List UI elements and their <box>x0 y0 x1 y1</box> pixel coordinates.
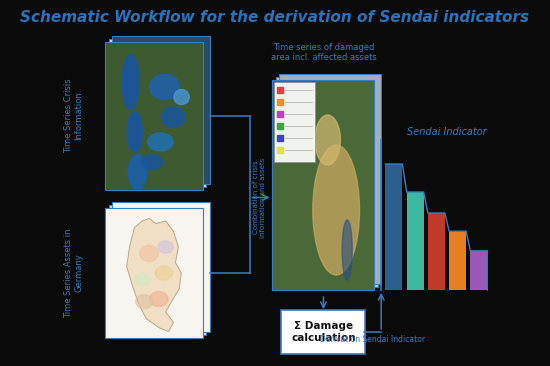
Bar <box>108 39 206 187</box>
Text: Sendai Indicator: Sendai Indicator <box>407 127 487 137</box>
Ellipse shape <box>155 266 172 280</box>
Bar <box>112 36 210 184</box>
Ellipse shape <box>147 133 173 151</box>
Ellipse shape <box>342 220 353 280</box>
Ellipse shape <box>158 241 173 253</box>
Ellipse shape <box>141 154 162 169</box>
Bar <box>105 42 203 190</box>
Ellipse shape <box>136 295 153 309</box>
Ellipse shape <box>127 112 142 152</box>
Bar <box>274 82 315 162</box>
Bar <box>277 87 283 93</box>
Ellipse shape <box>313 145 360 275</box>
Bar <box>277 147 283 153</box>
Bar <box>277 135 283 141</box>
Bar <box>105 42 203 190</box>
Ellipse shape <box>122 55 139 109</box>
Polygon shape <box>126 219 182 332</box>
FancyBboxPatch shape <box>282 310 365 354</box>
Bar <box>277 99 283 105</box>
Bar <box>272 80 375 290</box>
Bar <box>108 205 206 335</box>
Bar <box>386 164 403 290</box>
Bar <box>105 208 203 338</box>
Bar <box>449 231 466 290</box>
Text: Σ Damage
calculation: Σ Damage calculation <box>291 321 356 343</box>
Ellipse shape <box>161 107 185 127</box>
Text: Time Series Assets in
Germany: Time Series Assets in Germany <box>64 228 84 318</box>
Bar <box>112 202 210 332</box>
Bar <box>272 80 375 290</box>
Ellipse shape <box>135 273 150 285</box>
Bar <box>277 123 283 129</box>
Text: Time Series Crisis
Information: Time Series Crisis Information <box>64 79 84 153</box>
Text: Derivation Sendai Indicator: Derivation Sendai Indicator <box>320 335 425 344</box>
Ellipse shape <box>315 115 340 165</box>
Bar <box>276 77 378 287</box>
Text: Time series of damaged
area incl. affected assets: Time series of damaged area incl. affect… <box>271 42 376 62</box>
Bar <box>428 213 445 290</box>
Ellipse shape <box>150 75 179 100</box>
Text: Combination of crisis
information and assets: Combination of crisis information and as… <box>253 157 266 238</box>
Ellipse shape <box>174 90 189 105</box>
Bar <box>277 111 283 117</box>
Ellipse shape <box>150 291 168 306</box>
Text: Schematic Workflow for the derivation of Sendai indicators: Schematic Workflow for the derivation of… <box>20 11 530 26</box>
Ellipse shape <box>128 154 147 190</box>
Ellipse shape <box>140 246 158 261</box>
Bar <box>470 251 487 290</box>
Bar <box>279 74 381 284</box>
Bar <box>406 192 424 290</box>
Bar <box>105 208 203 338</box>
